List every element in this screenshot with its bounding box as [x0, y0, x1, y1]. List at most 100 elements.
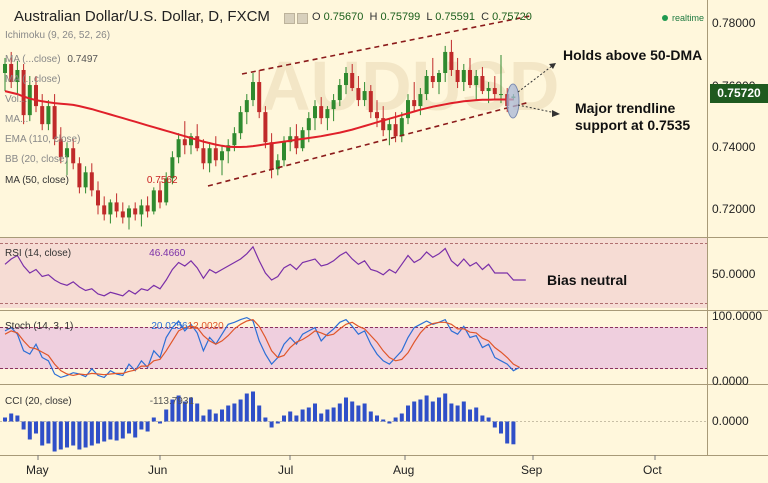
cci-bar	[158, 421, 162, 424]
cci-bar	[424, 395, 429, 422]
cci-bar	[127, 421, 131, 434]
candle-body	[393, 124, 398, 137]
candle-body	[145, 205, 150, 212]
chart-header: Australian Dollar/U.S. Dollar, D, FXCM O…	[0, 8, 768, 28]
stoch-tick-0: 0.0000	[712, 374, 749, 388]
candle-body	[58, 139, 63, 158]
candle-body	[362, 91, 367, 101]
candle-body	[52, 106, 57, 140]
candle-body	[474, 76, 479, 86]
candle-body	[3, 63, 7, 73]
candle-body	[449, 51, 454, 70]
candle-body	[220, 151, 224, 161]
cci-bar	[213, 413, 218, 422]
cci-bar	[387, 421, 392, 424]
x-tick-oct: Oct	[643, 463, 662, 477]
cci-bar	[300, 409, 305, 422]
rsi-panel-bg	[0, 238, 707, 308]
candle-body	[9, 63, 14, 83]
cci-bar	[9, 413, 14, 422]
candle-body	[455, 69, 460, 83]
cci-bar	[195, 403, 200, 422]
cci-bar	[232, 403, 237, 422]
cci-bar	[418, 399, 423, 422]
candle-body	[158, 190, 162, 203]
cci-bar	[34, 421, 38, 434]
candle-body	[21, 69, 26, 116]
settings-icon[interactable]	[284, 13, 295, 25]
candle-body	[424, 76, 429, 95]
candle-body	[189, 136, 193, 146]
indicator-ema[interactable]: EMA (110, close)	[5, 134, 81, 145]
indicator-ma2[interactable]: MA...	[5, 114, 29, 125]
rsi-line	[4, 245, 526, 297]
cci-tick-0: 0.0000	[712, 414, 749, 428]
cci-bar	[145, 421, 150, 432]
candle-body	[461, 69, 466, 83]
last-price-badge: 0.75720	[710, 84, 768, 103]
cci-bar	[461, 401, 466, 422]
candle-body	[350, 72, 355, 89]
cci-bar	[288, 411, 293, 422]
candle-body	[406, 100, 410, 119]
cci-bar	[176, 395, 181, 422]
close-value: 0.75720	[492, 11, 532, 23]
candle-body	[89, 172, 94, 191]
indicator-ma-close-2[interactable]: MA (...close)	[5, 74, 61, 85]
header-toolbar[interactable]	[282, 10, 308, 28]
candle-body	[133, 208, 138, 215]
cci-bar	[393, 417, 398, 422]
cci-bar	[468, 409, 472, 422]
candle-body	[381, 118, 386, 131]
cci-bar	[207, 409, 212, 422]
candle-body	[127, 208, 131, 218]
indicator-vol[interactable]: Vol...	[5, 94, 28, 105]
cci-bar	[499, 421, 503, 434]
candle-body	[139, 205, 144, 215]
candle-body	[120, 211, 125, 218]
y-tick-0-78: 0.78000	[712, 16, 756, 30]
cci-bar	[133, 421, 138, 438]
ma50-line	[4, 90, 514, 148]
cci-bar	[65, 421, 69, 448]
candle-body	[164, 178, 169, 203]
candle-body	[151, 190, 156, 212]
candle-body	[344, 72, 348, 86]
candle-body	[102, 205, 107, 215]
cci-bar	[480, 415, 485, 422]
indicator-ma-close[interactable]: MA (...close) 0.7497	[5, 54, 98, 65]
candle-body	[319, 106, 324, 119]
candle-body	[226, 145, 231, 152]
candle-body	[114, 202, 119, 212]
trendline-arrowhead	[552, 110, 560, 117]
annotation-holds: Holds above 50-DMA	[563, 47, 703, 63]
candle-body	[331, 100, 336, 110]
x-tick-sep: Sep	[521, 463, 543, 477]
indicator-rsi[interactable]: RSI (14, close) 46.4660	[5, 248, 186, 259]
more-icon[interactable]	[297, 13, 308, 25]
cci-bar	[492, 421, 497, 428]
ohlc-readout: O 0.75670 H 0.75799 L 0.75591 C 0.75720	[312, 11, 532, 23]
open-value: 0.75670	[323, 11, 364, 23]
cci-bar	[189, 397, 193, 422]
candle-body	[499, 94, 503, 96]
cci-bar	[474, 407, 479, 422]
cci-bar	[96, 421, 100, 444]
indicator-bb[interactable]: BB (20, close)	[5, 154, 68, 165]
indicator-ma50[interactable]: MA (50, close) 0.7562	[5, 175, 178, 186]
indicator-cci[interactable]: CCI (20, close) -113.7931	[5, 396, 194, 407]
cci-bar	[412, 401, 417, 422]
indicator-stoch[interactable]: Stoch (14, 3, 1) 20.025612.0020	[5, 321, 224, 332]
cci-bar	[182, 401, 187, 422]
holds-arrowhead	[549, 63, 556, 69]
cci-bar	[443, 393, 448, 422]
cci-bar	[151, 417, 156, 422]
candle-body	[313, 106, 317, 119]
cci-bar	[399, 413, 404, 422]
ma50-value: 0.7562	[146, 175, 178, 186]
candle-body	[170, 157, 175, 179]
indicator-ichimoku[interactable]: Ichimoku (9, 26, 52, 26)	[5, 30, 111, 41]
cci-bar	[362, 403, 367, 422]
cci-bar	[201, 415, 206, 422]
